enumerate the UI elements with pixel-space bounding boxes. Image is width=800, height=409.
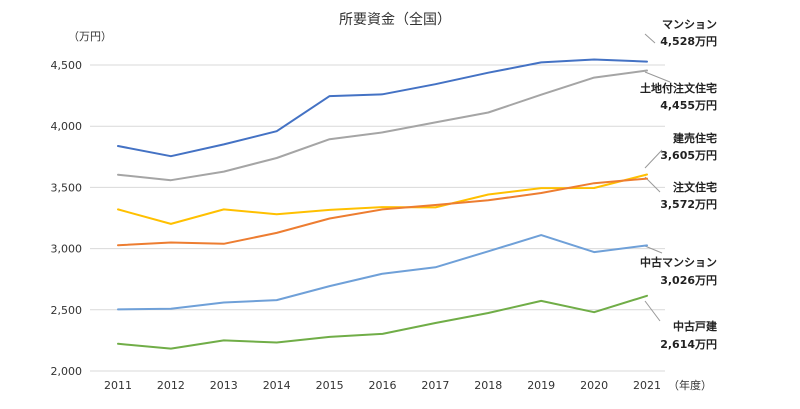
series-line bbox=[117, 294, 648, 350]
x-axis-unit-label: （年度） bbox=[668, 378, 712, 392]
x-tick-label: 2017 bbox=[421, 379, 449, 392]
annotation-label: 建売住宅 bbox=[673, 131, 717, 145]
y-axis-unit-label: （万円） bbox=[68, 30, 112, 43]
annotation-connector bbox=[644, 300, 661, 322]
annotation-value: 4,528万円 bbox=[660, 35, 717, 48]
x-tick-label: 2021 bbox=[633, 379, 661, 392]
annotation-connector bbox=[644, 149, 663, 169]
x-tick-label: 2015 bbox=[316, 379, 344, 392]
series-lines bbox=[117, 58, 648, 350]
x-tick-label: 2016 bbox=[369, 379, 397, 392]
annotation-connector bbox=[644, 71, 671, 83]
x-tick-label: 2019 bbox=[527, 379, 555, 392]
annotation-connectors bbox=[644, 33, 671, 322]
annotation-connector bbox=[644, 245, 663, 254]
annotation-label: 土地付注文住宅 bbox=[640, 81, 717, 95]
series-line bbox=[117, 69, 648, 182]
y-tick-label: 2,000 bbox=[51, 365, 83, 378]
annotation-value: 3,605万円 bbox=[660, 149, 717, 162]
chart-title: 所要資金（全国） bbox=[339, 11, 451, 28]
series-line bbox=[117, 173, 648, 225]
gridlines bbox=[90, 64, 665, 372]
x-tick-label: 2013 bbox=[210, 379, 238, 392]
annotation-value: 3,572万円 bbox=[660, 198, 717, 211]
y-tick-label: 3,500 bbox=[51, 181, 83, 194]
annotation-label: 中古戸建 bbox=[673, 319, 718, 333]
y-tick-label: 2,500 bbox=[51, 304, 83, 317]
annotation-connector bbox=[644, 176, 661, 193]
annotation-label: 中古マンション bbox=[640, 255, 717, 269]
series-line bbox=[117, 177, 648, 247]
annotation-value: 3,026万円 bbox=[660, 274, 717, 287]
x-tick-label: 2020 bbox=[580, 379, 608, 392]
y-axis-ticks: 2,000 2,500 3,000 3,500 4,000 4,500 bbox=[51, 59, 83, 378]
annotation-value: 4,455万円 bbox=[660, 99, 717, 112]
y-tick-label: 3,000 bbox=[51, 243, 83, 256]
x-tick-label: 2011 bbox=[104, 379, 132, 392]
y-tick-label: 4,500 bbox=[51, 59, 83, 72]
series-line bbox=[117, 234, 648, 311]
series-line bbox=[117, 58, 648, 158]
annotation-label: 注文住宅 bbox=[673, 180, 717, 194]
x-tick-label: 2018 bbox=[474, 379, 502, 392]
annotation-connector bbox=[644, 33, 656, 44]
y-tick-label: 4,000 bbox=[51, 120, 83, 133]
x-tick-label: 2012 bbox=[157, 379, 185, 392]
x-tick-label: 2014 bbox=[263, 379, 291, 392]
annotation-value: 2,614万円 bbox=[660, 338, 717, 351]
x-axis-ticks: 2011 2012 2013 2014 2015 2016 2017 2018 2019 2020… bbox=[104, 379, 661, 392]
annotation-label: マンション bbox=[662, 18, 717, 31]
